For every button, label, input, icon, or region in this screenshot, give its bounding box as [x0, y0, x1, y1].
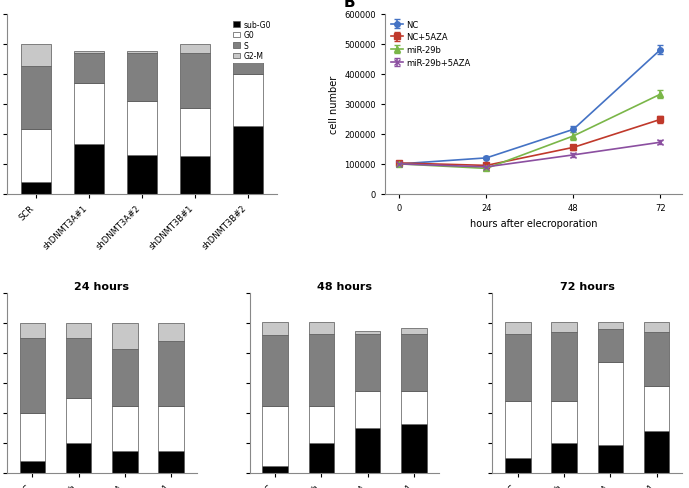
- Bar: [112, 349, 138, 406]
- Bar: [355, 331, 380, 334]
- Bar: [401, 424, 426, 473]
- Title: 72 hours: 72 hours: [560, 281, 615, 291]
- Bar: [181, 54, 209, 109]
- Bar: [74, 83, 103, 145]
- Bar: [505, 458, 531, 473]
- Bar: [234, 75, 263, 127]
- Bar: [127, 52, 156, 54]
- Title: 24 hours: 24 hours: [74, 281, 130, 291]
- Y-axis label: cell number: cell number: [329, 76, 339, 134]
- Bar: [74, 145, 103, 195]
- Bar: [263, 335, 288, 406]
- Title: 48 hours: 48 hours: [317, 281, 372, 291]
- Bar: [551, 402, 577, 444]
- X-axis label: hours after elecroporation: hours after elecroporation: [470, 218, 597, 228]
- Bar: [74, 54, 103, 83]
- Bar: [644, 322, 670, 332]
- Bar: [401, 391, 426, 424]
- Bar: [74, 52, 103, 54]
- Bar: [355, 391, 380, 428]
- Bar: [355, 334, 380, 391]
- Bar: [309, 334, 334, 406]
- Bar: [355, 428, 380, 473]
- Bar: [21, 67, 50, 130]
- Legend: sub-G0, G0, S, G2-M: sub-G0, G0, S, G2-M: [231, 19, 274, 63]
- Legend: NC, NC+5AZA, miR-29b, miR-29b+5AZA: NC, NC+5AZA, miR-29b, miR-29b+5AZA: [389, 19, 473, 69]
- Bar: [401, 328, 426, 334]
- Bar: [401, 334, 426, 391]
- Bar: [597, 329, 623, 363]
- Bar: [158, 451, 184, 473]
- Bar: [112, 406, 138, 451]
- Bar: [263, 466, 288, 473]
- Bar: [551, 444, 577, 473]
- Bar: [112, 324, 138, 349]
- Bar: [127, 102, 156, 156]
- Bar: [19, 339, 45, 413]
- Bar: [181, 157, 209, 195]
- Bar: [234, 127, 263, 195]
- Bar: [158, 342, 184, 406]
- Bar: [127, 156, 156, 195]
- Bar: [158, 406, 184, 451]
- Bar: [112, 451, 138, 473]
- Bar: [263, 322, 288, 335]
- Bar: [309, 322, 334, 334]
- Bar: [597, 445, 623, 473]
- Bar: [234, 60, 263, 75]
- Bar: [505, 322, 531, 334]
- Bar: [644, 431, 670, 473]
- Bar: [127, 54, 156, 102]
- Bar: [181, 109, 209, 157]
- Bar: [21, 130, 50, 183]
- Text: B: B: [343, 0, 355, 10]
- Bar: [234, 57, 263, 60]
- Bar: [66, 444, 92, 473]
- Bar: [309, 444, 334, 473]
- Bar: [66, 398, 92, 444]
- Bar: [181, 44, 209, 54]
- Bar: [21, 183, 50, 195]
- Bar: [505, 334, 531, 402]
- Bar: [66, 324, 92, 339]
- Bar: [66, 339, 92, 398]
- Bar: [19, 461, 45, 473]
- Bar: [263, 406, 288, 466]
- Bar: [158, 324, 184, 342]
- Bar: [644, 386, 670, 431]
- Bar: [505, 402, 531, 458]
- Bar: [19, 324, 45, 339]
- Bar: [21, 44, 50, 67]
- Bar: [309, 406, 334, 444]
- Bar: [597, 363, 623, 445]
- Bar: [644, 332, 670, 386]
- Bar: [551, 322, 577, 332]
- Bar: [551, 332, 577, 402]
- Bar: [597, 322, 623, 329]
- Bar: [19, 413, 45, 461]
